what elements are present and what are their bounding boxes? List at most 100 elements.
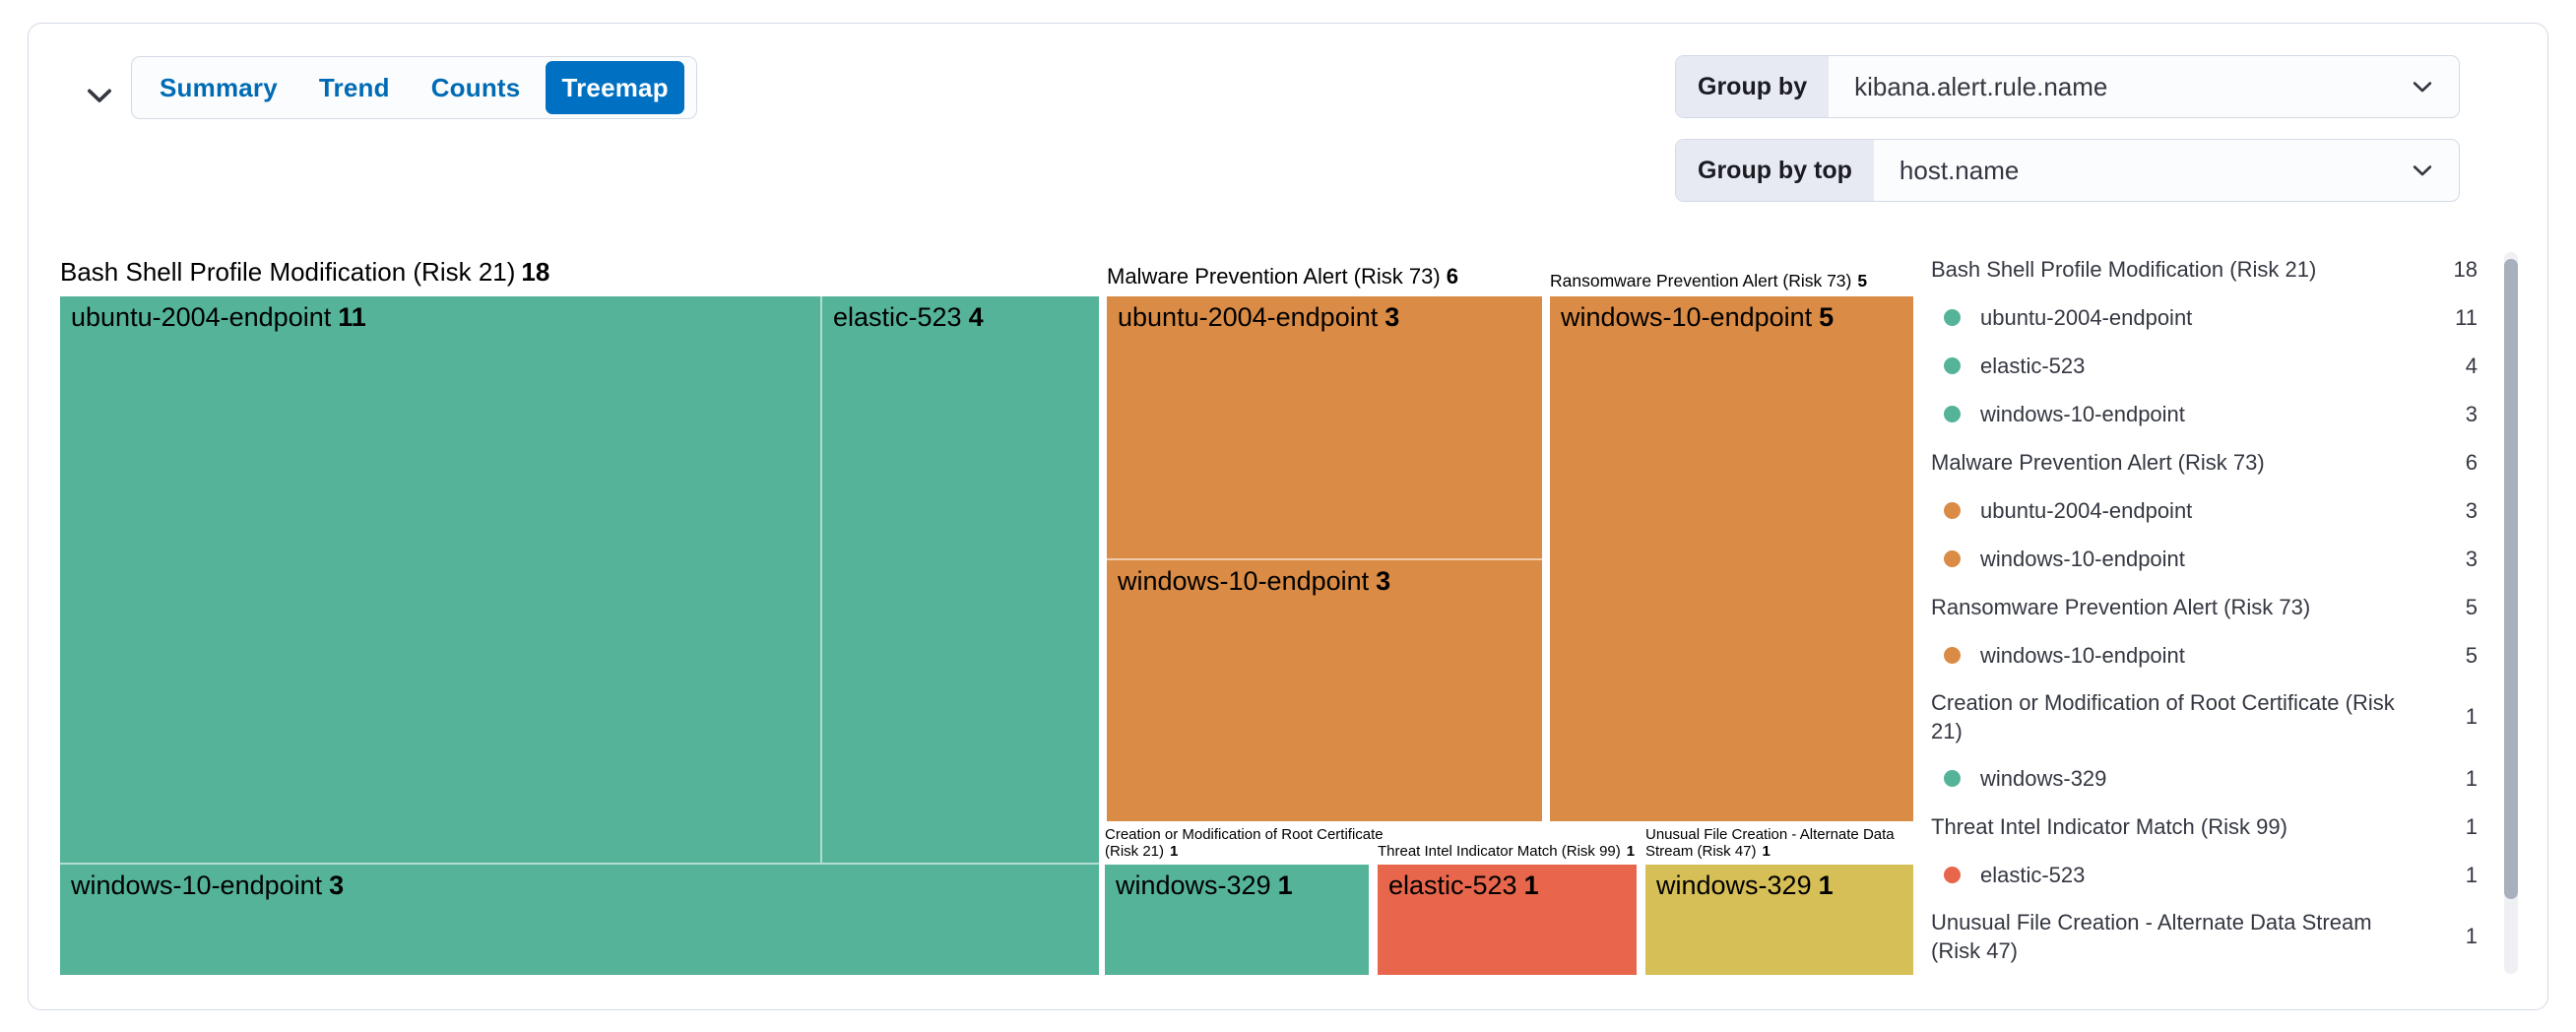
legend-item-row[interactable]: ubuntu-2004-endpoint 3 [1931, 486, 2478, 535]
treemap-cell[interactable]: elastic-523 1 [1378, 865, 1637, 975]
legend-group-row[interactable]: Creation or Modification of Root Certifi… [1931, 679, 2478, 754]
treemap-cell-value: 3 [1376, 566, 1391, 596]
legend-label: Threat Intel Indicator Match (Risk 99) [1931, 813, 2287, 839]
legend-item-row[interactable]: windows-10-endpoint 3 [1931, 535, 2478, 583]
legend-item-row[interactable]: elastic-523 4 [1931, 342, 2478, 390]
legend-scrollbar-thumb[interactable] [2504, 259, 2518, 899]
legend-value: 11 [2455, 304, 2478, 330]
legend-color-dot [1944, 502, 1961, 519]
legend-item-row[interactable]: windows-10-endpoint 5 [1931, 631, 2478, 679]
group-by-top-label: Group by top [1676, 140, 1874, 201]
tab-trend[interactable]: Trend [303, 61, 406, 114]
treemap-group-label: Unusual File Creation - Alternate Data S… [1645, 826, 1895, 860]
treemap-cell-value: 5 [1819, 302, 1835, 332]
legend-item-row[interactable]: windows-10-endpoint 3 [1931, 390, 2478, 438]
legend-value: 4 [2465, 353, 2478, 378]
legend-label: elastic-523 [1980, 353, 2086, 378]
legend-group-row[interactable]: Threat Intel Indicator Match (Risk 99) 1 [1931, 803, 2478, 851]
group-by-top-value: host.name [1899, 155, 2020, 185]
treemap-cell-label: ubuntu-2004-endpoint [71, 302, 332, 332]
treemap-cell-value: 1 [1818, 871, 1834, 900]
legend-item-row[interactable]: windows-329 1 [1931, 754, 2478, 803]
legend-color-dot [1944, 647, 1961, 664]
legend-color-dot [1944, 770, 1961, 787]
legend-label: windows-10-endpoint [1980, 546, 2185, 571]
legend-color-dot [1944, 406, 1961, 422]
treemap-cell-label: windows-329 [1656, 871, 1812, 900]
treemap-cell-label: ubuntu-2004-endpoint [1118, 302, 1379, 332]
legend-label: Bash Shell Profile Modification (Risk 21… [1931, 256, 2317, 282]
treemap-cell[interactable]: windows-10-endpoint 3 [60, 863, 1099, 975]
legend-group-row[interactable]: Malware Prevention Alert (Risk 73) 6 [1931, 438, 2478, 486]
treemap-cell-label: elastic-523 [833, 302, 962, 332]
chevron-down-icon [83, 79, 116, 115]
treemap-group-label: Ransomware Prevention Alert (Risk 73) 5 [1550, 271, 1868, 290]
treemap-cell-label: windows-10-endpoint [71, 871, 323, 900]
treemap-cell[interactable]: windows-329 1 [1645, 865, 1913, 975]
legend-value: 6 [2465, 449, 2478, 475]
treemap-cell-label: windows-10-endpoint [1118, 566, 1370, 596]
group-by-top-select[interactable]: Group by top host.name [1675, 139, 2460, 202]
legend-label: elastic-523 [1980, 862, 2086, 887]
legend-item-row[interactable]: elastic-523 1 [1931, 851, 2478, 899]
legend-value: 1 [2465, 862, 2478, 887]
alerts-panel: Summary Trend Counts Treemap Group by ki… [28, 23, 2548, 1010]
legend-label: windows-329 [1980, 765, 2107, 791]
treemap-cell-value: 1 [1277, 871, 1293, 900]
treemap-group-label: Malware Prevention Alert (Risk 73) 6 [1107, 264, 1458, 289]
legend-label: Unusual File Creation - Alternate Data S… [1931, 909, 2372, 963]
legend-color-dot [1944, 867, 1961, 883]
legend-label: ubuntu-2004-endpoint [1980, 304, 2193, 330]
treemap-cell[interactable]: ubuntu-2004-endpoint 11 [60, 296, 820, 863]
legend-value: 3 [2465, 401, 2478, 426]
legend-group-row[interactable]: Unusual File Creation - Alternate Data S… [1931, 899, 2478, 974]
tab-counts[interactable]: Counts [416, 61, 537, 114]
legend-value: 3 [2465, 546, 2478, 571]
legend-value: 5 [2465, 594, 2478, 619]
chevron-down-icon [2400, 140, 2445, 201]
treemap-cell-label: elastic-523 [1388, 871, 1517, 900]
legend-color-dot [1944, 357, 1961, 374]
legend-label: windows-10-endpoint [1980, 401, 2185, 426]
treemap-group-label: Creation or Modification of Root Certifi… [1105, 826, 1384, 860]
legend-color-dot [1944, 309, 1961, 326]
group-by-select[interactable]: Group by kibana.alert.rule.name [1675, 55, 2460, 118]
treemap-cell-value: 1 [1523, 871, 1539, 900]
tab-summary[interactable]: Summary [144, 61, 293, 114]
treemap-cell[interactable]: windows-10-endpoint 5 [1550, 296, 1913, 821]
treemap-cell-value: 3 [1385, 302, 1400, 332]
legend-item-row[interactable]: ubuntu-2004-endpoint 11 [1931, 293, 2478, 342]
legend-label: Creation or Modification of Root Certifi… [1931, 689, 2395, 743]
treemap-cell-value: 3 [329, 871, 345, 900]
treemap-group-label: Threat Intel Indicator Match (Risk 99) 1 [1378, 843, 1636, 860]
legend-label: ubuntu-2004-endpoint [1980, 497, 2193, 523]
legend-group-row[interactable]: Ransomware Prevention Alert (Risk 73) 5 [1931, 583, 2478, 631]
chevron-down-icon [2400, 56, 2445, 117]
legend-value: 1 [2465, 924, 2478, 948]
view-tab-group: Summary Trend Counts Treemap [131, 56, 697, 119]
group-by-value: kibana.alert.rule.name [1854, 71, 2108, 101]
treemap-cell[interactable]: ubuntu-2004-endpoint 3 [1107, 296, 1542, 558]
tab-treemap[interactable]: Treemap [546, 61, 684, 114]
treemap-group-label: Bash Shell Profile Modification (Risk 21… [60, 257, 550, 287]
legend-value: 5 [2465, 642, 2478, 668]
group-by-label: Group by [1676, 56, 1830, 117]
treemap-cell-label: windows-10-endpoint [1561, 302, 1813, 332]
treemap-cell[interactable]: windows-329 1 [1105, 865, 1369, 975]
treemap-cell-label: windows-329 [1116, 871, 1271, 900]
legend-color-dot [1944, 550, 1961, 567]
chart-legend: Bash Shell Profile Modification (Risk 21… [1931, 245, 2478, 974]
treemap-cell[interactable]: windows-10-endpoint 3 [1107, 558, 1542, 821]
legend-value: 1 [2465, 813, 2478, 839]
legend-group-row[interactable]: Bash Shell Profile Modification (Risk 21… [1931, 245, 2478, 293]
treemap-chart: Bash Shell Profile Modification (Risk 21… [60, 252, 1913, 986]
legend-value: 18 [2453, 256, 2478, 282]
legend-label: Malware Prevention Alert (Risk 73) [1931, 449, 2265, 475]
collapse-panel-button[interactable] [72, 69, 127, 124]
treemap-cell-value: 4 [968, 302, 984, 332]
legend-label: Ransomware Prevention Alert (Risk 73) [1931, 594, 2311, 619]
legend-value: 3 [2465, 497, 2478, 523]
legend-label: windows-10-endpoint [1980, 642, 2185, 668]
treemap-cell-value: 11 [338, 302, 366, 332]
treemap-cell[interactable]: elastic-523 4 [820, 296, 1099, 863]
